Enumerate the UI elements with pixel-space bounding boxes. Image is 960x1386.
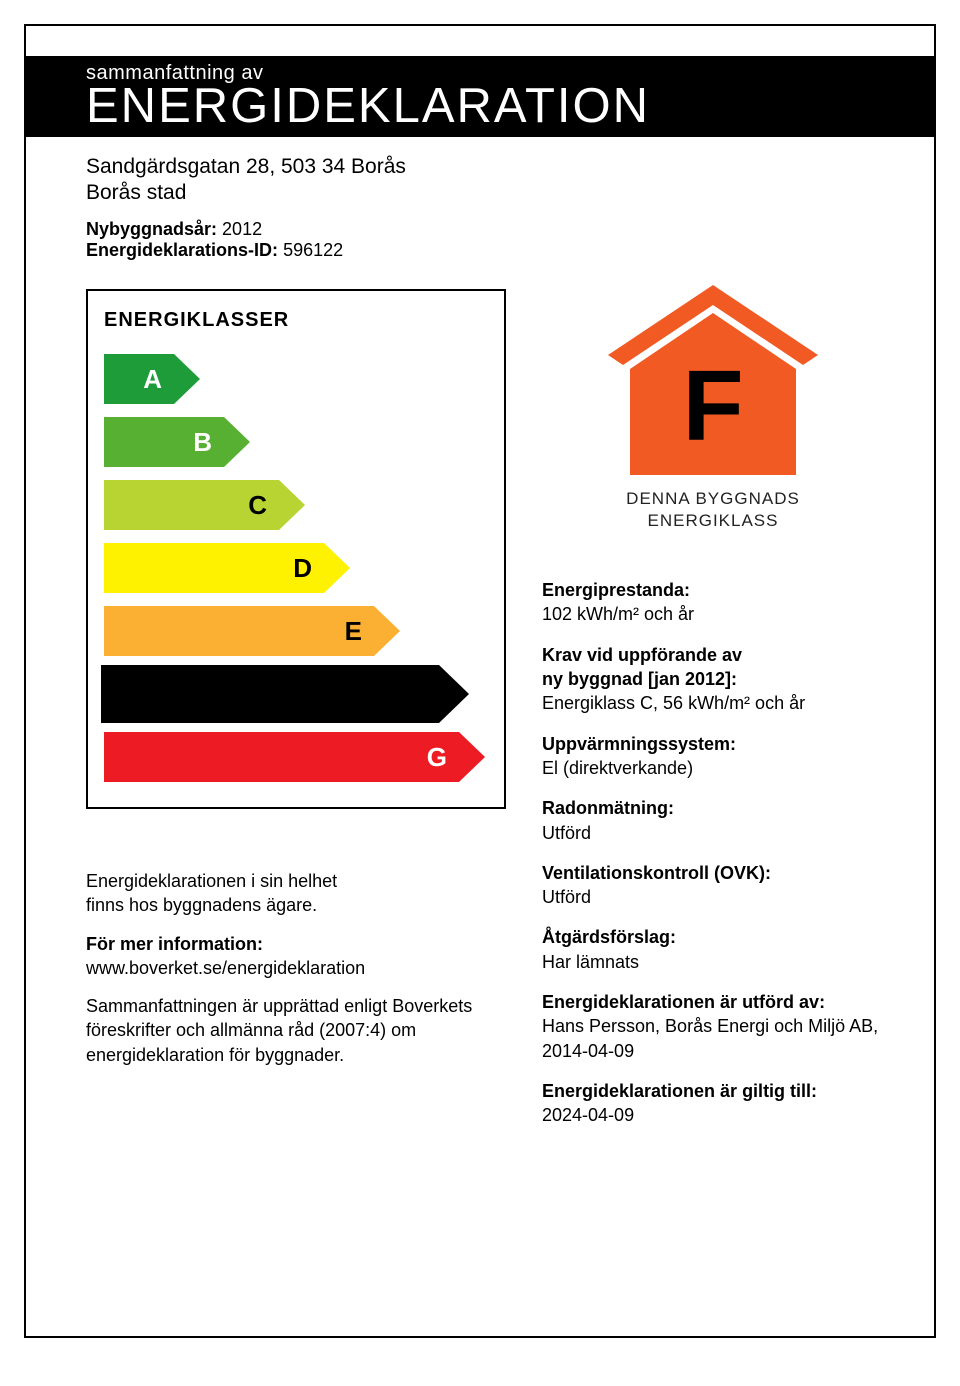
req-label-l2: ny byggnad [jan 2012]:	[542, 669, 737, 689]
chart-arrow-g: G	[104, 732, 488, 782]
content-area: Sandgärdsgatan 28, 503 34 Borås Borås st…	[26, 137, 934, 1144]
perf-value: 102 kWh/m² och år	[542, 604, 694, 624]
id-label: Energideklarations-ID:	[86, 240, 278, 260]
columns: ENERGIKLASSER ABCDEFG Energideklaratione…	[86, 289, 884, 1144]
by-label: Energideklarationen är utförd av:	[542, 992, 825, 1012]
chart-arrow-d: D	[104, 543, 488, 593]
req-label-l1: Krav vid uppförande av	[542, 645, 742, 665]
radon-value: Utförd	[542, 823, 591, 843]
chart-arrows: ABCDEFG	[104, 354, 488, 782]
info-block: Energiprestanda: 102 kWh/m² och år Krav …	[542, 578, 884, 1127]
house-caption-l2: ENERGIKLASS	[648, 511, 779, 530]
radon-label: Radonmätning:	[542, 798, 674, 818]
chart-arrow-e: E	[104, 606, 488, 656]
left-info-text: Energideklarationen i sin helhet finns h…	[86, 869, 506, 1067]
ovk-value: Utförd	[542, 887, 591, 907]
page-frame: sammanfattning av ENERGIDEKLARATION Sand…	[24, 24, 936, 1338]
year-label: Nybyggnadsår:	[86, 219, 217, 239]
left-p1b: finns hos byggnadens ägare.	[86, 895, 317, 915]
chart-arrow-b: B	[104, 417, 488, 467]
svg-text:F: F	[682, 350, 743, 462]
left-column: ENERGIKLASSER ABCDEFG Energideklaratione…	[86, 289, 506, 1144]
perf-label: Energiprestanda:	[542, 580, 690, 600]
right-column: F DENNA BYGGNADS ENERGIKLASS Energiprest…	[542, 289, 884, 1144]
action-value: Har lämnats	[542, 952, 639, 972]
left-p1a: Energideklarationen i sin helhet	[86, 871, 337, 891]
left-p2-label: För mer information:	[86, 934, 263, 954]
chart-title: ENERGIKLASSER	[104, 309, 488, 332]
action-label: Åtgärdsförslag:	[542, 927, 676, 947]
house-caption: DENNA BYGGNADS ENERGIKLASS	[542, 488, 884, 532]
title-band: sammanfattning av ENERGIDEKLARATION	[26, 56, 934, 137]
left-p2-value: www.boverket.se/energideklaration	[86, 958, 365, 978]
municipality-line: Borås stad	[86, 181, 884, 205]
house-badge: F DENNA BYGGNADS ENERGIKLASS	[542, 285, 884, 532]
valid-label: Energideklarationen är giltig till:	[542, 1081, 817, 1101]
energy-class-chart: ENERGIKLASSER ABCDEFG	[86, 289, 506, 809]
req-value: Energiklass C, 56 kWh/m² och år	[542, 693, 805, 713]
heat-label: Uppvärmningssystem:	[542, 734, 736, 754]
year-value: 2012	[222, 219, 262, 239]
by-value: Hans Persson, Borås Energi och Miljö AB,…	[542, 1016, 878, 1060]
chart-arrow-c: C	[104, 480, 488, 530]
id-value: 596122	[283, 240, 343, 260]
meta-block: Nybyggnadsår: 2012 Energideklarations-ID…	[86, 219, 884, 261]
ovk-label: Ventilationskontroll (OVK):	[542, 863, 771, 883]
heat-value: El (direktverkande)	[542, 758, 693, 778]
chart-arrow-f: F	[104, 669, 488, 719]
chart-arrow-a: A	[104, 354, 488, 404]
house-icon: F	[608, 285, 818, 475]
house-caption-l1: DENNA BYGGNADS	[626, 489, 800, 508]
title-big: ENERGIDEKLARATION	[86, 82, 934, 131]
valid-value: 2024-04-09	[542, 1105, 634, 1125]
left-p3: Sammanfattningen är upprättad enligt Bov…	[86, 994, 506, 1067]
address-line: Sandgärdsgatan 28, 503 34 Borås	[86, 155, 884, 179]
